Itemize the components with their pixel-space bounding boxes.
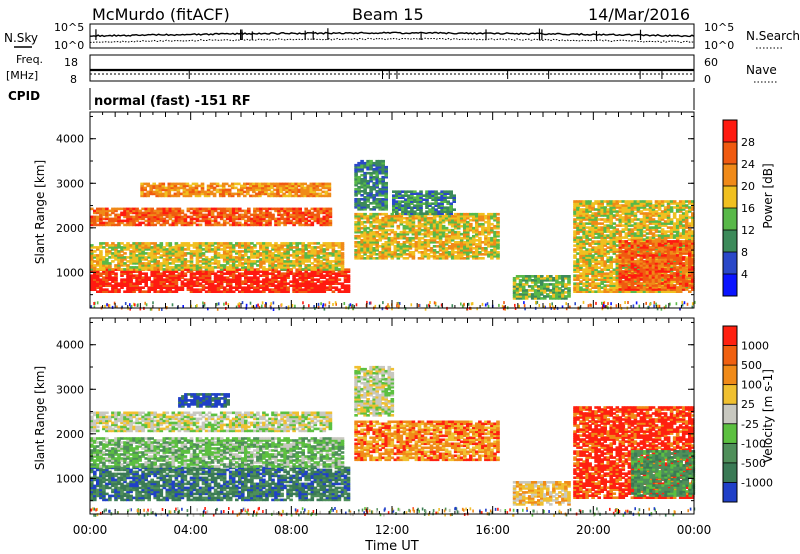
power-region-0	[90, 268, 351, 293]
power-colorbar-swatch-6	[723, 142, 737, 164]
vel-colorbar-tick-6: -500	[741, 457, 766, 470]
noise-tick-right-top: 10^5	[704, 21, 734, 34]
vel-ytick-label-0: 1000	[56, 472, 84, 485]
power-colorbar-tick-1: 8	[741, 246, 748, 259]
nave-tick-bottom: 0	[704, 73, 711, 86]
vel-region-0	[90, 466, 351, 502]
vel-colorbar-swatch-2	[723, 443, 737, 463]
power-region-7	[512, 275, 571, 300]
vel-colorbar-swatch-1	[723, 462, 737, 483]
power-colorbar-tick-0: 4	[741, 268, 748, 281]
power-colorbar-label: Power [dB]	[761, 163, 775, 228]
xtick-label-5: 20:00	[576, 523, 611, 537]
power-region-5	[354, 159, 388, 211]
vel-colorbar-swatch-5	[723, 384, 737, 405]
xtick-label-6: 00:00	[677, 523, 712, 537]
vel-colorbar-swatch-8	[723, 326, 737, 346]
nsky-trace	[90, 31, 695, 38]
power-colorbar-swatch-3	[723, 208, 737, 230]
power-colorbar-swatch-2	[723, 230, 737, 252]
vel-colorbar-swatch-0	[723, 482, 737, 502]
velocity-ylabel: Slant Range [km]	[33, 366, 47, 470]
freq-tick-top: 18	[64, 56, 78, 69]
vel-colorbar-swatch-4	[723, 404, 737, 424]
noise-tick-left-bottom: 10^0	[54, 39, 84, 52]
vel-region-2	[90, 411, 333, 433]
velocity-panel: 1000 2000 3000 4000 00:00 04:00 08:00 12:00 16:0…	[56, 317, 712, 537]
power-colorbar-tick-2: 12	[741, 224, 755, 237]
vel-colorbar-tick-7: -1000	[741, 476, 773, 489]
nsky-label: N.Sky	[4, 31, 38, 45]
vel-region-3	[178, 393, 230, 408]
vel-colorbar-swatch-3	[723, 423, 737, 444]
power-ytick-label-1: 2000	[56, 222, 84, 235]
power-region-4	[354, 212, 500, 260]
noise-tick-left-top: 10^5	[54, 21, 84, 34]
frequency-strip	[89, 54, 695, 82]
power-colorbar-swatch-0	[723, 274, 737, 296]
vel-region-5	[354, 365, 395, 417]
power-colorbar-swatch-7	[723, 120, 737, 142]
nave-tick-top: 60	[704, 56, 718, 69]
power-colorbar: 4 8 12 16 20 24 28	[722, 119, 755, 297]
vel-colorbar-swatch-6	[723, 365, 737, 385]
vel-colorbar-tick-5: -100	[741, 437, 766, 450]
power-region-9	[618, 240, 695, 291]
freq-tick-bottom: 8	[70, 73, 77, 86]
date-title: 14/Mar/2016	[588, 5, 690, 24]
velocity-colorbar: 1000 500 100 25 -25 -100 -500 -1000	[722, 325, 773, 503]
noise-tick-right-bottom: 10^0	[704, 39, 734, 52]
power-region-6	[392, 190, 456, 215]
vel-region-6	[512, 481, 571, 506]
power-region-1	[90, 242, 345, 271]
nave-label: Nave	[746, 63, 777, 77]
freq-unit-label: [MHz]	[6, 69, 38, 82]
xtick-label-2: 08:00	[274, 523, 309, 537]
vel-ytick-label-2: 3000	[56, 383, 84, 396]
vel-colorbar-swatch-7	[723, 345, 737, 366]
power-region-2	[90, 207, 333, 227]
xtick-label-3: 12:00	[375, 523, 410, 537]
xtick-label-1: 04:00	[173, 523, 208, 537]
vel-colorbar-tick-3: 25	[741, 398, 755, 411]
vel-colorbar-tick-1: 500	[741, 359, 762, 372]
xtick-label-0: 00:00	[73, 523, 108, 537]
power-ytick-label-3: 4000	[56, 133, 84, 146]
power-ytick-label-2: 3000	[56, 177, 84, 190]
freq-label: Freq.	[16, 53, 43, 66]
cpid-value: normal (fast) -151 RF	[94, 94, 251, 109]
xtick-label-4: 16:00	[475, 523, 510, 537]
power-colorbar-swatch-5	[723, 164, 737, 186]
station-title: McMurdo (fitACF)	[92, 5, 230, 24]
power-region-3	[140, 182, 332, 198]
vel-region-8	[631, 450, 696, 497]
noise-strip	[89, 23, 695, 49]
nsearch-label: N.Search	[746, 29, 800, 43]
power-panel: 1000 2000 3000 4000	[56, 111, 696, 311]
vel-colorbar-tick-4: -25	[741, 418, 759, 431]
vel-ytick-label-1: 2000	[56, 428, 84, 441]
vel-ytick-label-3: 4000	[56, 339, 84, 352]
vel-colorbar-tick-0: 1000	[741, 340, 769, 353]
beam-title: Beam 15	[352, 5, 424, 24]
power-colorbar-swatch-4	[723, 186, 737, 208]
vel-speckle	[90, 506, 696, 517]
vel-colorbar-tick-2: 100	[741, 379, 762, 392]
power-colorbar-tick-3: 16	[741, 202, 755, 215]
xaxis-label: Time UT	[364, 539, 418, 554]
power-colorbar-tick-6: 28	[741, 136, 755, 149]
velocity-colorbar-label: Velocity [m s-1]	[761, 369, 775, 463]
power-ytick-label-0: 1000	[56, 266, 84, 279]
cpid-label: CPID	[8, 89, 40, 103]
power-ylabel: Slant Range [km]	[33, 160, 47, 264]
power-colorbar-tick-5: 24	[741, 158, 755, 171]
power-colorbar-tick-4: 20	[741, 180, 755, 193]
power-colorbar-swatch-1	[723, 252, 737, 274]
vel-region-4	[354, 420, 500, 462]
vel-region-1	[90, 437, 345, 468]
